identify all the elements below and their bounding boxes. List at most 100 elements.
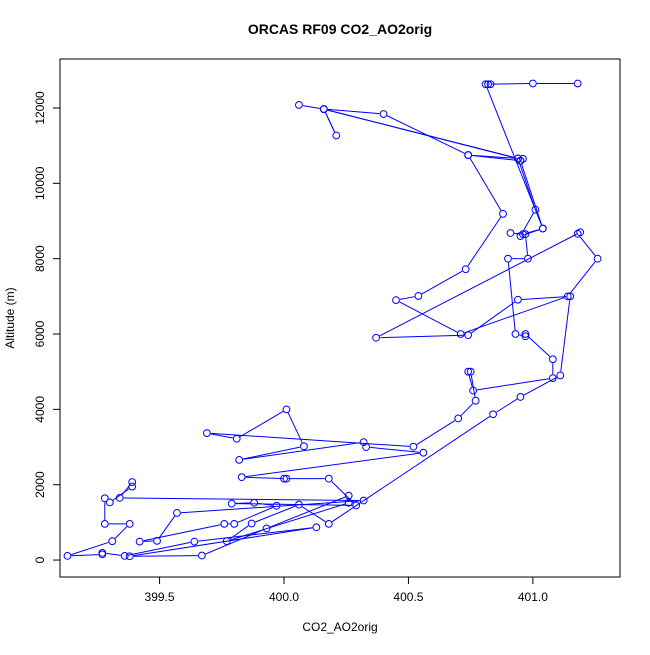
data-point	[238, 474, 245, 481]
series-line-segment	[487, 88, 541, 225]
data-point	[136, 538, 143, 545]
x-tick-label: 401.0	[518, 590, 548, 604]
data-point	[109, 538, 116, 545]
data-point	[248, 520, 255, 527]
series-line-segment	[238, 507, 273, 522]
y-axis: 0 2000 4000 6000 8000 10000 12000	[33, 91, 60, 563]
data-point	[505, 255, 512, 262]
series-line-segment	[570, 262, 595, 293]
plot-marks	[64, 80, 601, 560]
series-line-segment	[422, 271, 462, 294]
data-point	[529, 80, 536, 87]
series-line-segment	[400, 302, 458, 332]
y-axis-label: Altitude (m)	[3, 287, 17, 348]
data-point	[557, 372, 564, 379]
series-line-segment	[71, 555, 98, 556]
data-point	[325, 475, 332, 482]
data-point	[380, 111, 387, 118]
data-point	[101, 520, 108, 527]
data-point	[515, 296, 522, 303]
data-point	[198, 552, 205, 559]
series-line-segment	[246, 477, 283, 478]
y-tick-label: 12000	[33, 91, 47, 125]
chart-title: ORCAS RF09 CO2_AO2orig	[248, 21, 432, 37]
series-line-segment	[492, 84, 529, 85]
series-line-segment	[115, 527, 127, 539]
data-point	[507, 230, 514, 237]
series-line-segment	[243, 443, 360, 460]
data-point	[126, 553, 133, 560]
series-line-segment	[246, 453, 420, 476]
data-point	[457, 331, 464, 338]
data-point	[228, 500, 235, 507]
series-line-segment	[332, 416, 490, 521]
data-point	[410, 443, 417, 450]
series-line-segment	[470, 159, 501, 211]
data-point	[393, 297, 400, 304]
series-line-segment	[326, 113, 335, 132]
series-line-segment	[496, 399, 517, 412]
data-point	[101, 495, 108, 502]
data-point	[236, 456, 243, 463]
series-line-segment	[181, 501, 360, 513]
y-tick-label: 6000	[33, 320, 47, 347]
data-point	[490, 411, 497, 418]
series-line-segment	[400, 297, 415, 300]
data-point	[129, 483, 136, 490]
y-tick-label: 10000	[33, 166, 47, 200]
x-tick-label: 400.0	[269, 590, 299, 604]
series-line-segment	[206, 530, 263, 554]
data-point	[296, 102, 303, 109]
series-line-segment	[71, 542, 108, 554]
series-line-segment	[380, 335, 464, 337]
data-point	[512, 331, 519, 338]
data-point	[517, 394, 524, 401]
series-line-segment	[561, 300, 570, 371]
data-point	[500, 210, 507, 217]
series-line-segment	[477, 379, 549, 390]
series-line-segment	[303, 106, 320, 109]
series-line-segment	[198, 528, 312, 541]
series-line-segment	[124, 498, 360, 501]
data-point	[126, 520, 133, 527]
series-line-segment	[328, 110, 514, 157]
series-line-segment	[240, 411, 283, 436]
data-point	[333, 132, 340, 139]
series-line-segment	[528, 337, 549, 357]
data-point	[574, 80, 581, 87]
data-point	[221, 520, 228, 527]
data-point	[313, 524, 320, 531]
data-point	[283, 406, 290, 413]
data-point	[472, 397, 479, 404]
data-point	[233, 435, 240, 442]
series-line-segment	[461, 404, 473, 416]
data-point	[455, 415, 462, 422]
data-point	[191, 538, 198, 545]
series-line-segment	[522, 213, 533, 232]
y-tick-label: 2000	[33, 471, 47, 498]
x-tick-label: 400.5	[393, 590, 423, 604]
data-point	[549, 356, 556, 363]
data-point	[174, 510, 181, 517]
x-axis-label: CO2_AO2orig	[302, 620, 377, 634]
data-point	[373, 334, 380, 341]
data-point	[231, 520, 238, 527]
y-tick-label: 8000	[33, 245, 47, 272]
series-line-segment	[580, 237, 595, 256]
data-point	[325, 520, 332, 527]
data-point	[525, 255, 532, 262]
data-point	[465, 332, 472, 339]
series-line-segment	[106, 553, 120, 555]
series-line-segment	[468, 217, 501, 266]
series-line-segment	[134, 556, 198, 557]
series-line-segment	[526, 238, 528, 255]
y-tick-label: 4000	[33, 396, 47, 423]
series-line-segment	[417, 421, 455, 445]
data-point	[415, 293, 422, 300]
data-point	[203, 430, 210, 437]
data-point	[251, 499, 258, 506]
y-tick-label: 0	[33, 556, 47, 563]
